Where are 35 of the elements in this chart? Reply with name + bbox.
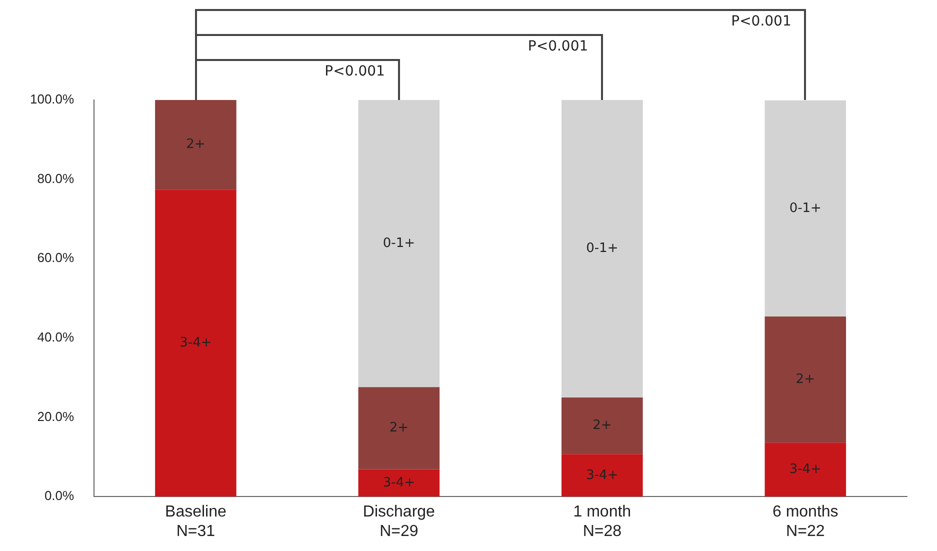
bar bbox=[358, 387, 440, 470]
bar bbox=[562, 100, 643, 398]
text: 2+ bbox=[186, 137, 206, 152]
text: 2+ bbox=[389, 420, 409, 436]
text: 0-1+ bbox=[789, 200, 822, 216]
bar bbox=[764, 316, 846, 443]
bar bbox=[155, 190, 236, 497]
y-tick-label: 20.0% bbox=[37, 408, 75, 424]
text: 3-4+ bbox=[789, 462, 822, 478]
text: P<0.001 bbox=[324, 64, 385, 80]
bar bbox=[764, 100, 846, 317]
x-tick-label: 6 months N=22 bbox=[772, 504, 838, 540]
x-tick-label: 1 month N=28 bbox=[573, 504, 632, 540]
text: 2+ bbox=[796, 372, 815, 387]
bar bbox=[562, 454, 643, 497]
series-label: 2+ bbox=[592, 418, 612, 434]
series-label: 0-1+ bbox=[586, 241, 618, 256]
bar bbox=[358, 100, 440, 388]
x-tick-label: Discharge N=29 bbox=[362, 504, 436, 540]
text: P<0.001 bbox=[528, 38, 588, 55]
y-tick-label: 100.0% bbox=[30, 92, 75, 107]
text: 0-1+ bbox=[382, 236, 415, 251]
text: P<0.001 bbox=[731, 14, 792, 30]
x-tick-label: Baseline N=31 bbox=[165, 504, 226, 540]
bar bbox=[562, 397, 643, 454]
text: 3-4+ bbox=[586, 468, 618, 483]
bar bbox=[358, 469, 440, 497]
series-label: 3-4+ bbox=[382, 475, 415, 490]
y-tick-label: 40.0% bbox=[37, 330, 75, 345]
bar bbox=[155, 100, 236, 190]
bar bbox=[764, 442, 846, 497]
y-tick-label: 80.0% bbox=[37, 170, 75, 186]
y-tick-label: 0.0% bbox=[44, 488, 75, 504]
text: 3-4+ bbox=[180, 335, 212, 350]
y-tick-label: 60.0% bbox=[37, 250, 75, 266]
